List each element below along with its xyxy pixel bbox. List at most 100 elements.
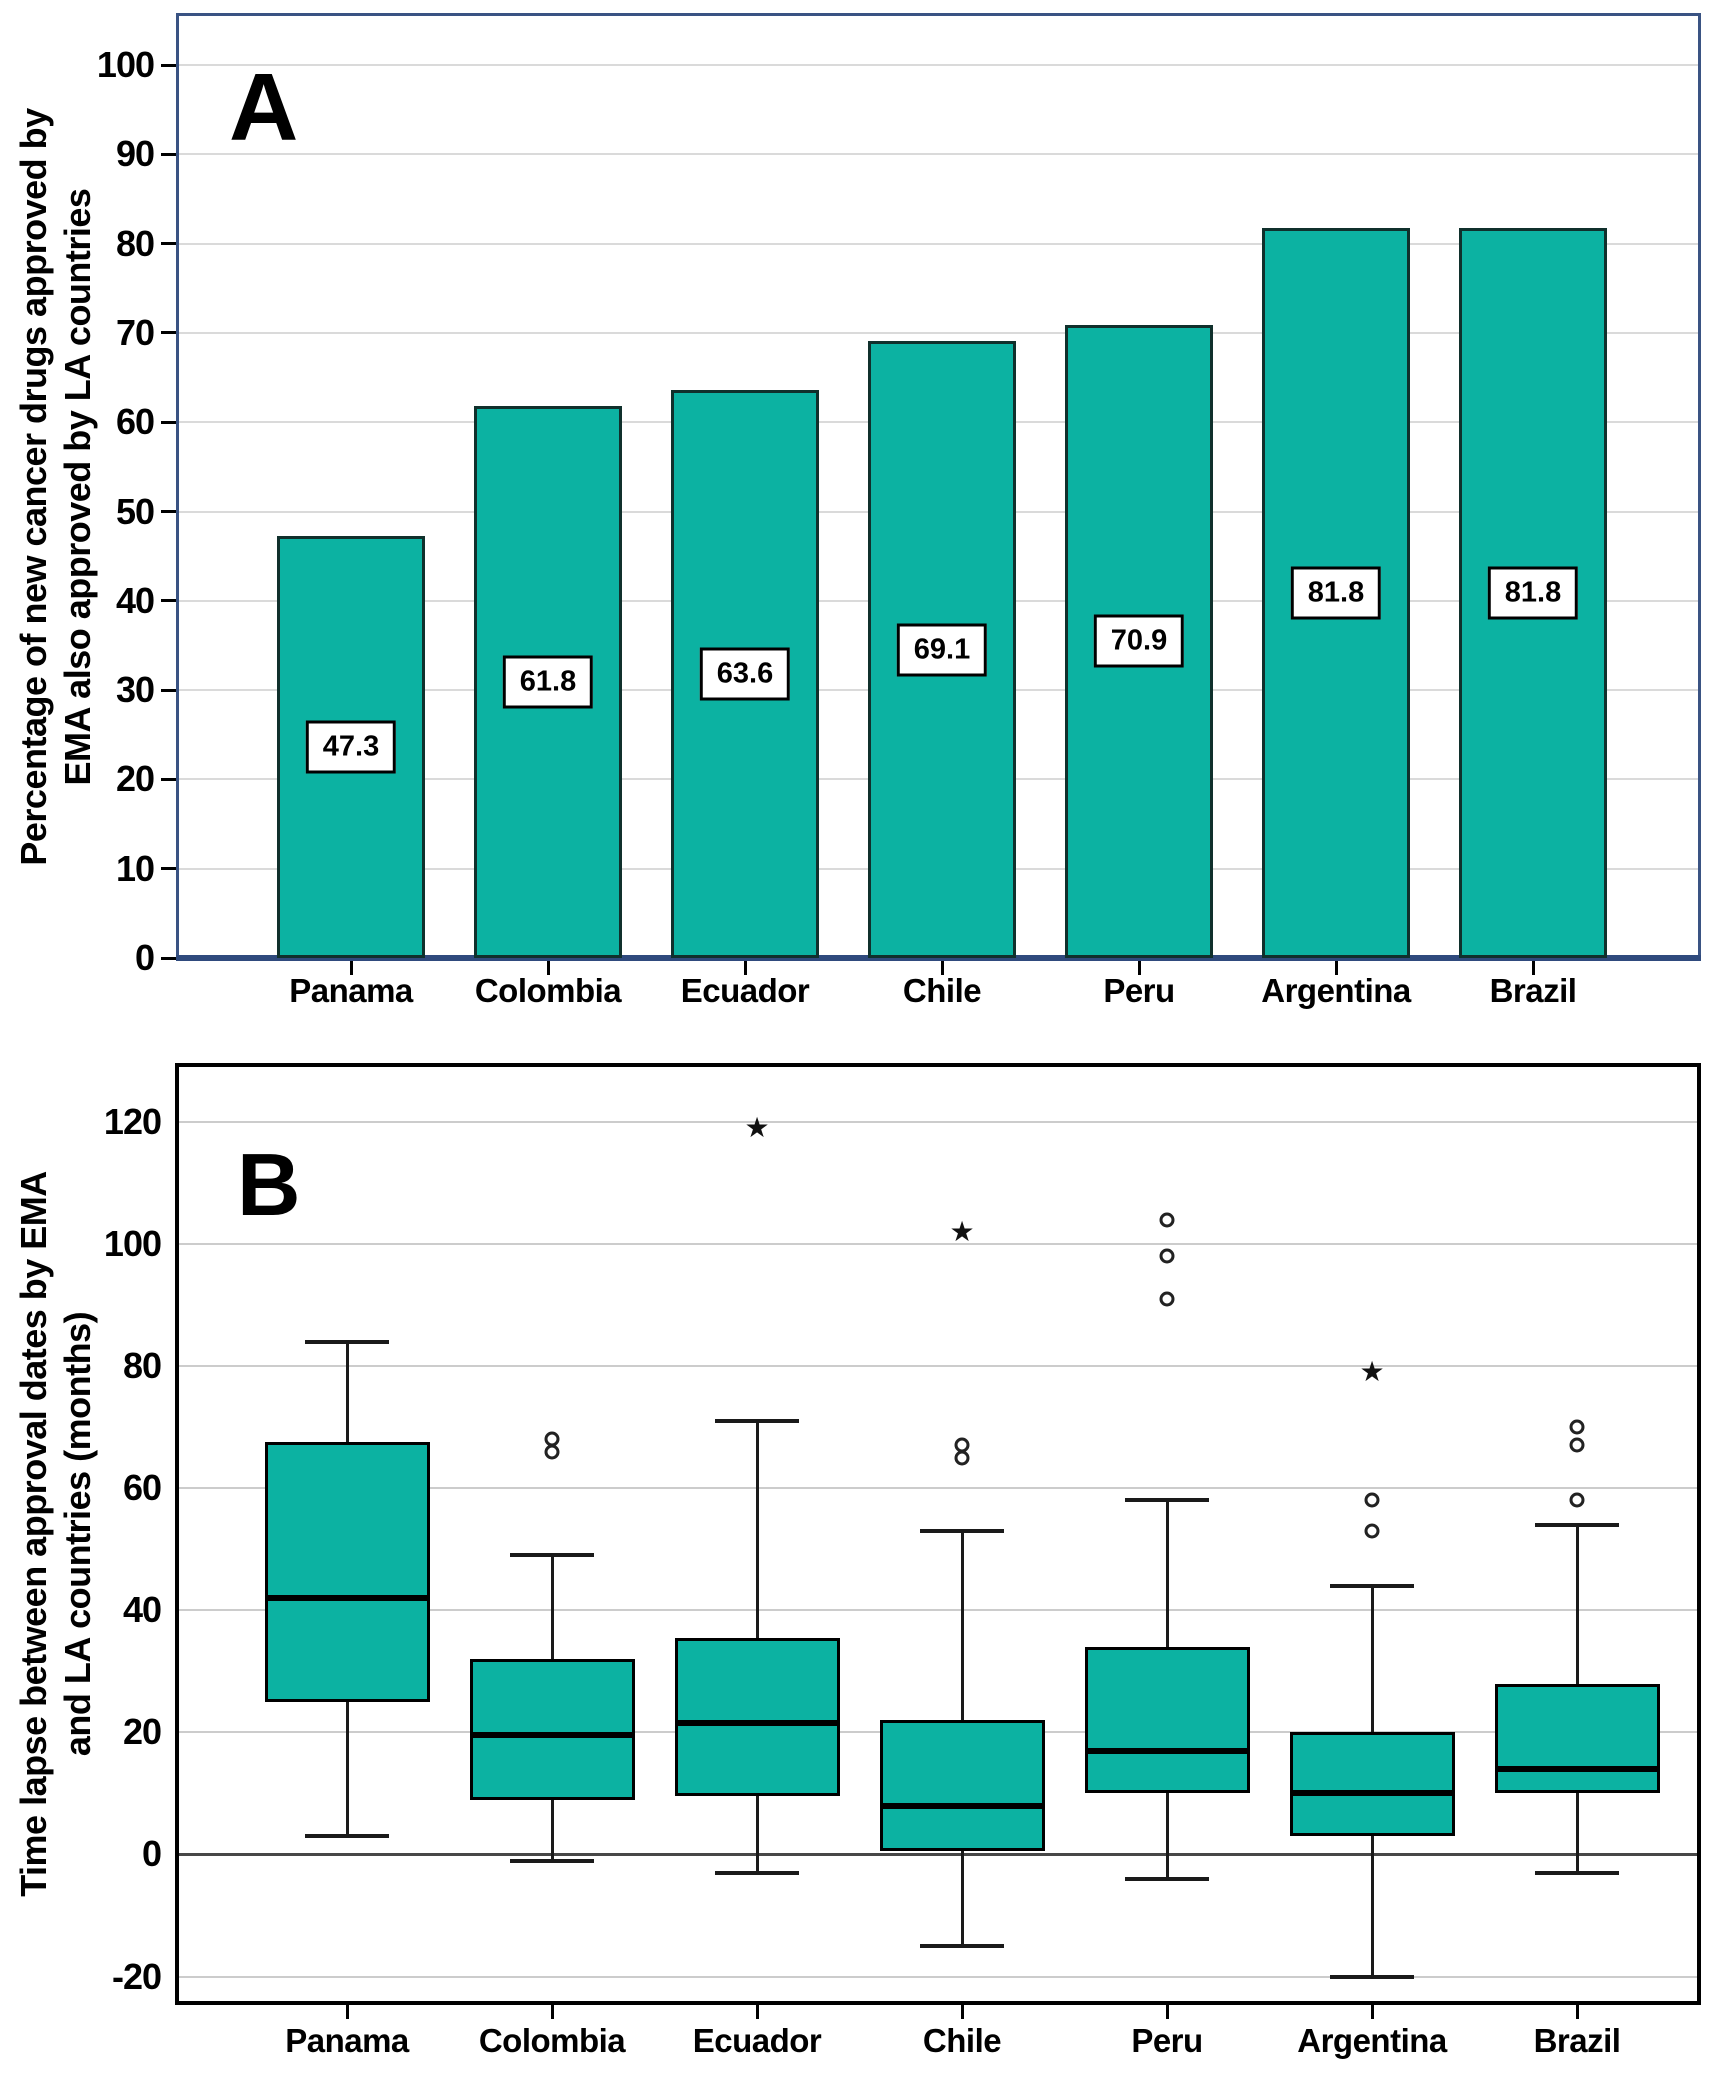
panel-a-x-tick-brazil	[1531, 961, 1535, 975]
panel-b-x-label-brazil: Brazil	[1533, 2022, 1621, 2059]
panel-b-gridline-80	[179, 1365, 1697, 1368]
panel-a-x-tick-panama	[349, 961, 353, 975]
panel-b-x-label-ecuador: Ecuador	[692, 2022, 822, 2059]
outlier-circle-brazil-2	[1569, 1492, 1585, 1508]
extreme-star-ecuador-0: ★	[744, 1111, 770, 1145]
panel-a-y-axis-title-line1: Percentage of new cancer drugs approved …	[13, 108, 55, 866]
panel-a-x-label-panama: Panama	[289, 972, 413, 1009]
panel-b-y-tick-label-20: 20	[122, 1711, 162, 1753]
panel-a-x-axis-line	[176, 955, 1701, 961]
panel-a-gridline-90	[179, 153, 1698, 156]
whisker-cap-high-argentina	[1330, 1583, 1414, 1588]
panel-a-y-tick-90	[161, 152, 176, 156]
whisker-cap-low-panama	[305, 1834, 389, 1839]
panel-a-y-tick-label-0: 0	[134, 937, 155, 978]
panel-b-x-tick-colombia	[550, 2005, 554, 2019]
median-ecuador	[674, 1720, 840, 1727]
panel-a-y-axis-title-line2: EMA also approved by LA countries	[57, 188, 98, 786]
box-panama	[264, 1442, 430, 1702]
panel-a-y-tick-0	[161, 956, 176, 960]
panel-a-y-tick-80	[161, 242, 176, 246]
panel-a-y-tick-70	[161, 331, 176, 335]
panel-a-y-tick-40	[161, 599, 176, 603]
panel-a-y-tick-label-50: 50	[115, 490, 155, 532]
bar-value-label-argentina: 81.8	[1290, 566, 1382, 620]
panel-b-x-label-chile: Chile	[922, 2022, 1002, 2059]
panel-a-y-tick-label-70: 70	[115, 311, 155, 353]
bar-value-label-peru: 70.9	[1093, 614, 1185, 668]
panel-b-plot-area: B ★ ★ ★	[175, 1063, 1701, 2005]
panel-b-y-tick-label-60: 60	[122, 1467, 162, 1509]
panel-a-x-tick-chile	[940, 961, 944, 975]
panel-a-gridline-100	[179, 64, 1698, 67]
panel-a-x-tick-colombia	[546, 961, 550, 975]
outlier-circle-peru-0	[1159, 1212, 1175, 1228]
whisker-cap-low-ecuador	[715, 1870, 799, 1875]
median-colombia	[469, 1732, 635, 1739]
whisker-cap-low-chile	[920, 1944, 1004, 1949]
panel-a-y-tick-label-10: 10	[115, 847, 155, 889]
panel-b-y-tick-label--20: -20	[111, 1955, 162, 1997]
outlier-circle-peru-1	[1159, 1248, 1175, 1264]
panel-a-y-tick-20	[161, 777, 176, 781]
outlier-circle-peru-2	[1159, 1291, 1175, 1307]
outlier-circle-brazil-0	[1569, 1419, 1585, 1435]
whisker-cap-low-argentina	[1330, 1974, 1414, 1979]
panel-b-y-tick-label-40: 40	[122, 1589, 162, 1631]
panel-a-y-tick-60	[161, 420, 176, 424]
panel-b-x-tick-chile	[960, 2005, 964, 2019]
panel-b-x-label-colombia: Colombia	[478, 2022, 626, 2059]
panel-b-x-label-peru: Peru	[1131, 2022, 1203, 2059]
panel-a-gridline-70	[179, 331, 1698, 334]
panel-a-y-tick-100	[161, 63, 176, 67]
panel-a-plot-area: A	[176, 13, 1701, 961]
panel-b-gridline-40	[179, 1609, 1697, 1612]
panel-b-x-label-panama: Panama	[285, 2022, 409, 2059]
panel-a-gridline-80	[179, 242, 1698, 245]
whisker-cap-low-peru	[1125, 1876, 1209, 1881]
panel-a-x-tick-ecuador	[743, 961, 747, 975]
panel-b-y-tick-label-0: 0	[141, 1833, 162, 1875]
panel-b-x-label-argentina: Argentina	[1297, 2022, 1447, 2059]
median-peru	[1084, 1747, 1250, 1754]
panel-b-x-tick-peru	[1165, 2005, 1169, 2019]
panel-a-x-label-brazil: Brazil	[1489, 972, 1577, 1009]
panel-b-zero-line	[179, 1852, 1697, 1856]
panel-b-gridline--20	[179, 1975, 1697, 1978]
extreme-star-chile-0: ★	[949, 1214, 975, 1248]
panel-a-x-label-chile: Chile	[902, 972, 982, 1009]
panel-a-y-tick-30	[161, 688, 176, 692]
panel-a-y-tick-label-80: 80	[115, 222, 155, 264]
extreme-star-argentina-0: ★	[1359, 1355, 1385, 1389]
panel-a-x-label-peru: Peru	[1103, 972, 1175, 1009]
whisker-cap-high-panama	[305, 1339, 389, 1344]
panel-b-y-tick-label-100: 100	[103, 1223, 162, 1265]
panel-a-y-axis-title: Percentage of new cancer drugs approved …	[12, 108, 100, 865]
panel-b-y-axis-title-line2: and LA countries (months)	[57, 1311, 98, 1757]
panel-b-gridline-120	[179, 1120, 1697, 1123]
panel-b-y-tick-label-80: 80	[122, 1345, 162, 1387]
panel-a-x-label-ecuador: Ecuador	[680, 972, 810, 1009]
whisker-cap-high-colombia	[510, 1553, 594, 1558]
whisker-cap-high-chile	[920, 1528, 1004, 1533]
panel-b-x-tick-ecuador	[755, 2005, 759, 2019]
panel-a-y-tick-label-20: 20	[115, 758, 155, 800]
panel-a-y-tick-label-40: 40	[115, 579, 155, 621]
panel-a-x-label-colombia: Colombia	[474, 972, 622, 1009]
box-argentina	[1289, 1732, 1455, 1837]
outlier-circle-chile-1	[954, 1450, 970, 1466]
bar-brazil	[1459, 227, 1607, 958]
panel-b-x-tick-panama	[345, 2005, 349, 2019]
outlier-circle-argentina-0	[1364, 1492, 1380, 1508]
whisker-cap-low-brazil	[1535, 1870, 1619, 1875]
panel-a-y-tick-50	[161, 510, 176, 514]
panel-a-x-tick-peru	[1137, 961, 1141, 975]
box-chile	[879, 1720, 1045, 1852]
box-colombia	[469, 1659, 635, 1800]
bar-value-label-panama: 47.3	[305, 720, 397, 774]
panel-b-letter: B	[237, 1135, 301, 1234]
median-panama	[264, 1595, 430, 1602]
bar-value-label-brazil: 81.8	[1487, 566, 1579, 620]
bar-value-label-chile: 69.1	[896, 623, 988, 676]
panel-a-x-label-argentina: Argentina	[1261, 972, 1411, 1009]
